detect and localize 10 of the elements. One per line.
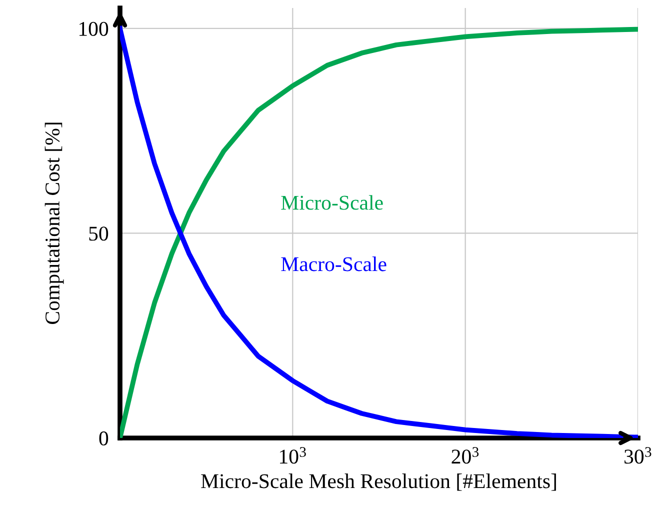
x-tick-label: 20$^{3}$ (452, 447, 479, 464)
x-tick-label: 10$^{3}$ (280, 447, 306, 464)
y-tick-label: 0 (99, 431, 108, 446)
text: Macro-Scale (281, 256, 386, 272)
text: Micro-Scale (281, 195, 383, 210)
x-axis-title: Micro-Scale Mesh Resolution [#Elements] (201, 474, 556, 491)
y-axis-title: Computational Cost [%] (44, 122, 64, 324)
y-tick-label: 100 (79, 22, 108, 36)
y-tick-label: 50 (89, 226, 108, 241)
x-tick-label: 30$^{3}$ (624, 447, 652, 464)
